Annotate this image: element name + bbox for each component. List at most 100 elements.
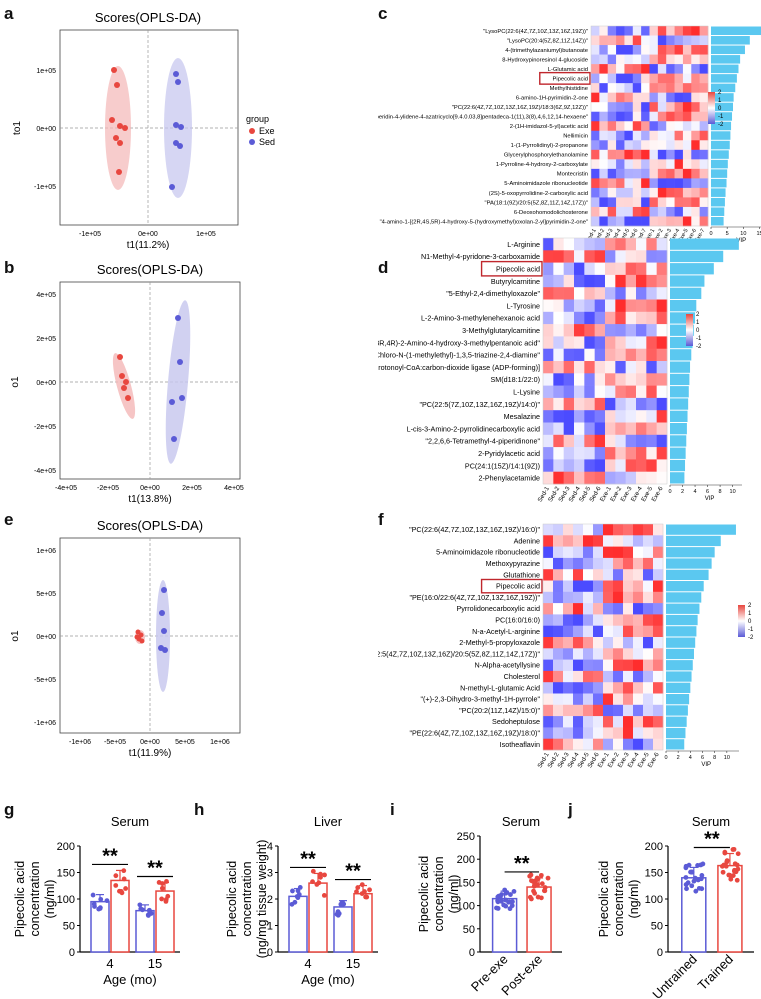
heatmap-cell bbox=[666, 35, 675, 46]
heatmap-cell bbox=[641, 45, 650, 55]
heatmap-cell bbox=[584, 238, 595, 251]
heatmap-d-row-label: SM(d18:1/22:0) bbox=[490, 375, 540, 384]
vip-tick-label: 8 bbox=[719, 489, 722, 495]
heatmap-cell bbox=[616, 54, 625, 65]
heatmap-cell bbox=[636, 287, 647, 300]
data-point bbox=[528, 896, 534, 902]
heatmap-cell bbox=[573, 659, 584, 672]
heatmap-cell bbox=[563, 693, 574, 706]
data-point bbox=[495, 906, 501, 911]
data-point bbox=[731, 846, 737, 852]
heatmap-cell bbox=[625, 422, 637, 436]
heatmap-cell bbox=[636, 262, 647, 276]
heatmap-f-col-label: Exe-6 bbox=[647, 751, 661, 769]
heatmap-cell bbox=[666, 216, 675, 227]
heatmap-cell bbox=[623, 580, 634, 593]
bar-g-title: Serum bbox=[111, 814, 149, 829]
heatmap-cell bbox=[623, 535, 634, 547]
heatmap-cell bbox=[632, 35, 642, 46]
legend-tick: 1 bbox=[696, 320, 700, 326]
heatmap-cell bbox=[574, 336, 585, 349]
heatmap-cell bbox=[593, 716, 604, 728]
data-point bbox=[728, 876, 734, 882]
data-point bbox=[318, 874, 323, 880]
heatmap-cell bbox=[636, 348, 647, 362]
significance-marker: ** bbox=[147, 858, 163, 880]
heatmap-cell bbox=[553, 738, 564, 751]
heatmap-cell bbox=[574, 348, 585, 362]
heatmap-cell bbox=[553, 336, 564, 349]
heatmap-cell bbox=[553, 434, 564, 448]
vip-bar bbox=[711, 207, 725, 216]
legend-title: group bbox=[246, 114, 269, 124]
heatmap-cell bbox=[563, 348, 575, 362]
heatmap-cell bbox=[649, 216, 659, 227]
heatmap-cell bbox=[563, 569, 574, 581]
heatmap-cell bbox=[616, 140, 625, 151]
heatmap-cell bbox=[699, 92, 709, 103]
heatmap-cell bbox=[625, 459, 637, 472]
heatmap-cell bbox=[553, 361, 564, 374]
heatmap-cell bbox=[636, 299, 647, 313]
heatmap-cell bbox=[563, 716, 574, 728]
heatmap-cell bbox=[699, 26, 709, 36]
bar-i-ytick: 200 bbox=[457, 854, 475, 866]
heatmap-cell bbox=[632, 149, 642, 160]
heatmap-cell bbox=[573, 524, 584, 536]
heatmap-cell bbox=[599, 178, 609, 189]
heatmap-cell bbox=[599, 73, 609, 84]
heatmap-d-row-label: PC(24:1(15Z)/14:1(9Z)) bbox=[465, 461, 540, 470]
data-point bbox=[165, 893, 171, 899]
heatmap-cell bbox=[593, 546, 604, 559]
vip-bar bbox=[666, 535, 721, 547]
legend-tick: 2 bbox=[748, 603, 752, 609]
heatmap-cell bbox=[636, 397, 647, 411]
heatmap-cell bbox=[649, 130, 659, 141]
heatmap-cell bbox=[603, 603, 614, 615]
heatmap-cell bbox=[603, 704, 614, 717]
heatmap-cell bbox=[625, 336, 637, 349]
bar-h-ytick: 1 bbox=[267, 921, 273, 933]
heatmap-cell bbox=[643, 659, 654, 672]
data-point bbox=[297, 884, 303, 890]
data-point bbox=[527, 873, 533, 879]
scores-e-xtick-3: 5e+05 bbox=[175, 739, 195, 746]
vip-tick-label: 2 bbox=[677, 755, 680, 761]
heatmap-cell bbox=[646, 447, 657, 460]
heatmap-cell bbox=[682, 178, 692, 189]
heatmap-cell bbox=[649, 26, 659, 36]
heatmap-cell bbox=[563, 580, 574, 593]
heatmap-cell bbox=[636, 471, 647, 485]
heatmap-cell bbox=[574, 397, 585, 411]
heatmap-cell bbox=[553, 557, 564, 570]
heatmap-cell bbox=[605, 471, 616, 485]
vip-bar bbox=[670, 287, 702, 299]
heatmap-cell bbox=[553, 682, 564, 694]
scores-a-ytick-1: 0e+00 bbox=[36, 126, 56, 133]
heatmap-cell bbox=[625, 434, 637, 448]
heatmap-c-row-label: 2-(1H-imidazol-5-yl)acetic acid bbox=[510, 124, 588, 130]
heatmap-cell bbox=[656, 471, 668, 485]
heatmap-cell bbox=[591, 216, 600, 227]
heatmap-cell bbox=[643, 648, 654, 660]
heatmap-cell bbox=[682, 26, 692, 36]
scores-b-xtick-4: 4e+05 bbox=[224, 485, 244, 492]
data-point bbox=[502, 887, 508, 893]
bar-j-ylabel: concentration bbox=[612, 861, 626, 936]
heatmap-cell bbox=[682, 54, 692, 65]
heatmap-cell bbox=[615, 397, 626, 411]
bar-j-ylabel: Pipecolic acid bbox=[597, 861, 611, 937]
heatmap-cell bbox=[605, 447, 616, 460]
heatmap-cell bbox=[584, 361, 595, 374]
heatmap-cell bbox=[657, 92, 667, 103]
heatmap-cell bbox=[657, 159, 667, 170]
heatmap-cell bbox=[603, 727, 614, 739]
heatmap-cell bbox=[563, 324, 575, 337]
heatmap-cell bbox=[643, 580, 654, 593]
heatmap-cell bbox=[649, 54, 659, 65]
heatmap-cell bbox=[699, 64, 709, 74]
heatmap-cell bbox=[649, 45, 659, 55]
heatmap-cell bbox=[643, 535, 654, 547]
heatmap-cell bbox=[649, 121, 659, 132]
bar-chart-j: Serum Pipecolic acid concentration (ng/ml) 0… bbox=[597, 814, 754, 999]
